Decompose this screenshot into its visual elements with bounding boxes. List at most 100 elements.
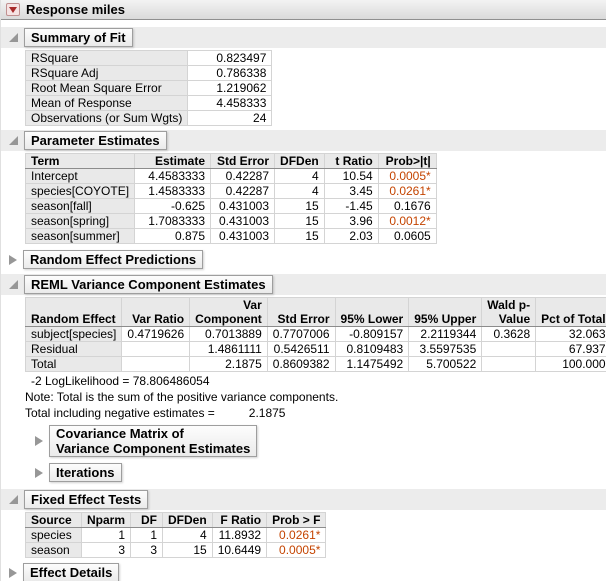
cell xyxy=(481,356,537,372)
cell-prob: 0.0605 xyxy=(377,228,437,244)
table-row: species 1 1 4 11.8932 0.0261* xyxy=(25,527,327,543)
table-row: Intercept 4.4583333 0.42287 4 10.54 0.00… xyxy=(24,168,437,184)
red-triangle-menu-button[interactable] xyxy=(6,3,20,16)
section-title-effect-details[interactable]: Effect Details xyxy=(23,563,120,581)
table-row: RSquare 0.823497 xyxy=(24,50,273,66)
covariance-title-line2: Variance Component Estimates xyxy=(56,441,251,456)
response-title-bar: Response miles xyxy=(1,0,606,20)
cell: 4 xyxy=(274,168,325,184)
stat-value: 0.786338 xyxy=(187,65,273,81)
cell: 2.03 xyxy=(323,228,379,244)
cell: 0.8609382 xyxy=(266,356,336,372)
total-negative-value: 2.1875 xyxy=(248,406,286,420)
loglikelihood-note: -2 LogLikelihood = 78.806486054 xyxy=(31,374,210,388)
table-row: Observations (or Sum Wgts) 24 xyxy=(24,110,273,126)
disclosure-closed-icon[interactable] xyxy=(35,467,43,478)
column-header: Pct of Total xyxy=(535,297,606,327)
column-header: F Ratio xyxy=(211,512,268,528)
page-title: Response miles xyxy=(26,2,125,17)
stat-value: 0.823497 xyxy=(187,50,273,66)
cell: 0.4719626 xyxy=(121,326,191,342)
cell: 0.5426511 xyxy=(266,341,336,357)
column-header: Term xyxy=(24,153,136,169)
cell: -0.809157 xyxy=(334,326,410,342)
cell: 67.937 xyxy=(535,341,606,357)
cell-prob: 0.0005* xyxy=(377,168,437,184)
table-row: season[summer] 0.875 0.431003 15 2.03 0.… xyxy=(24,228,437,244)
column-header: Random Effect xyxy=(24,297,123,327)
cell: 3 xyxy=(80,542,132,558)
cell-term: season[summer] xyxy=(24,228,136,244)
cell: 4 xyxy=(274,183,325,199)
table-row: Root Mean Square Error 1.219062 xyxy=(24,80,273,96)
disclosure-open-icon[interactable] xyxy=(9,495,18,504)
stat-value: 4.458333 xyxy=(187,95,273,111)
column-header: Var Component xyxy=(189,297,268,327)
cell-term: Intercept xyxy=(24,168,136,184)
cell: 11.8932 xyxy=(211,527,268,543)
cell: 15 xyxy=(162,542,213,558)
column-header: Estimate xyxy=(134,153,212,169)
column-header: t Ratio xyxy=(323,153,379,169)
column-header: DFDen xyxy=(162,512,213,528)
table-row: Residual 1.4861111 0.5426511 0.8109483 3… xyxy=(24,341,606,357)
cell-random-effect: Total xyxy=(24,356,123,372)
cell-prob: 0.0012* xyxy=(377,213,437,229)
stat-label: RSquare Adj xyxy=(24,65,189,81)
section-title-parameter-estimates[interactable]: Parameter Estimates xyxy=(24,131,167,150)
disclosure-closed-icon[interactable] xyxy=(9,567,17,578)
column-header: Prob > F xyxy=(266,512,327,528)
column-header: Std Error xyxy=(266,297,336,327)
covariance-title-line1: Covariance Matrix of xyxy=(56,426,184,441)
total-note: Note: Total is the sum of the positive v… xyxy=(25,390,339,404)
cell: 15 xyxy=(274,198,325,214)
section-header-fixed-effect-tests: Fixed Effect Tests xyxy=(1,489,606,510)
disclosure-open-icon[interactable] xyxy=(9,280,18,289)
table-row: season 3 3 15 10.6449 0.0005* xyxy=(25,542,327,558)
cell: 3.45 xyxy=(323,183,379,199)
cell: 2.2119344 xyxy=(408,326,483,342)
section-title-fixed-effect-tests[interactable]: Fixed Effect Tests xyxy=(24,490,149,509)
column-header: DF xyxy=(130,512,164,528)
cell xyxy=(481,341,537,357)
cell: 4 xyxy=(162,527,213,543)
cell: 10.54 xyxy=(323,168,379,184)
cell: -1.45 xyxy=(323,198,379,214)
cell: 5.700522 xyxy=(408,356,483,372)
cell: 0.431003 xyxy=(210,198,276,214)
stat-label: Mean of Response xyxy=(24,95,189,111)
cell: 3.5597535 xyxy=(408,341,483,357)
column-header: Wald p- Value xyxy=(481,297,537,327)
cell-random-effect: Residual xyxy=(24,341,123,357)
disclosure-open-icon[interactable] xyxy=(9,136,18,145)
column-header: DFDen xyxy=(274,153,325,169)
section-title-iterations[interactable]: Iterations xyxy=(49,463,122,482)
cell: -0.625 xyxy=(134,198,212,214)
table-header-row: Random Effect Var Ratio Var Component Std… xyxy=(24,297,606,327)
cell: 15 xyxy=(274,213,325,229)
cell: 1.4583333 xyxy=(134,183,212,199)
table-row: species[COYOTE] 1.4583333 0.42287 4 3.45… xyxy=(24,183,437,199)
section-title-random-effect-predictions[interactable]: Random Effect Predictions xyxy=(23,250,204,269)
cell-prob: 0.0261* xyxy=(377,183,437,199)
section-title-reml[interactable]: REML Variance Component Estimates xyxy=(24,275,273,294)
disclosure-open-icon[interactable] xyxy=(9,33,18,42)
cell-random-effect: subject[species] xyxy=(24,326,123,342)
disclosure-closed-icon[interactable] xyxy=(35,436,43,446)
cell: 3 xyxy=(130,542,164,558)
cell-term: species[COYOTE] xyxy=(24,183,136,199)
section-title-summary-of-fit[interactable]: Summary of Fit xyxy=(24,28,133,47)
cell: 0.875 xyxy=(134,228,212,244)
fixed-effect-tests-table: Source Nparm DF DFDen F Ratio Prob > F s… xyxy=(25,512,327,558)
column-header: Var Ratio xyxy=(121,297,191,327)
section-title-covariance-matrix[interactable]: Covariance Matrix of Variance Component … xyxy=(49,425,258,457)
stat-label: Observations (or Sum Wgts) xyxy=(24,110,189,126)
section-header-effect-details: Effect Details xyxy=(1,562,606,581)
cell: 0.7013889 xyxy=(189,326,268,342)
table-row: Total 2.1875 0.8609382 1.1475492 5.70052… xyxy=(24,356,606,372)
disclosure-closed-icon[interactable] xyxy=(9,254,17,265)
cell: 15 xyxy=(274,228,325,244)
table-row: season[spring] 1.7083333 0.431003 15 3.9… xyxy=(24,213,437,229)
section-header-random-effect-predictions: Random Effect Predictions xyxy=(1,249,606,270)
cell: 3.96 xyxy=(323,213,379,229)
